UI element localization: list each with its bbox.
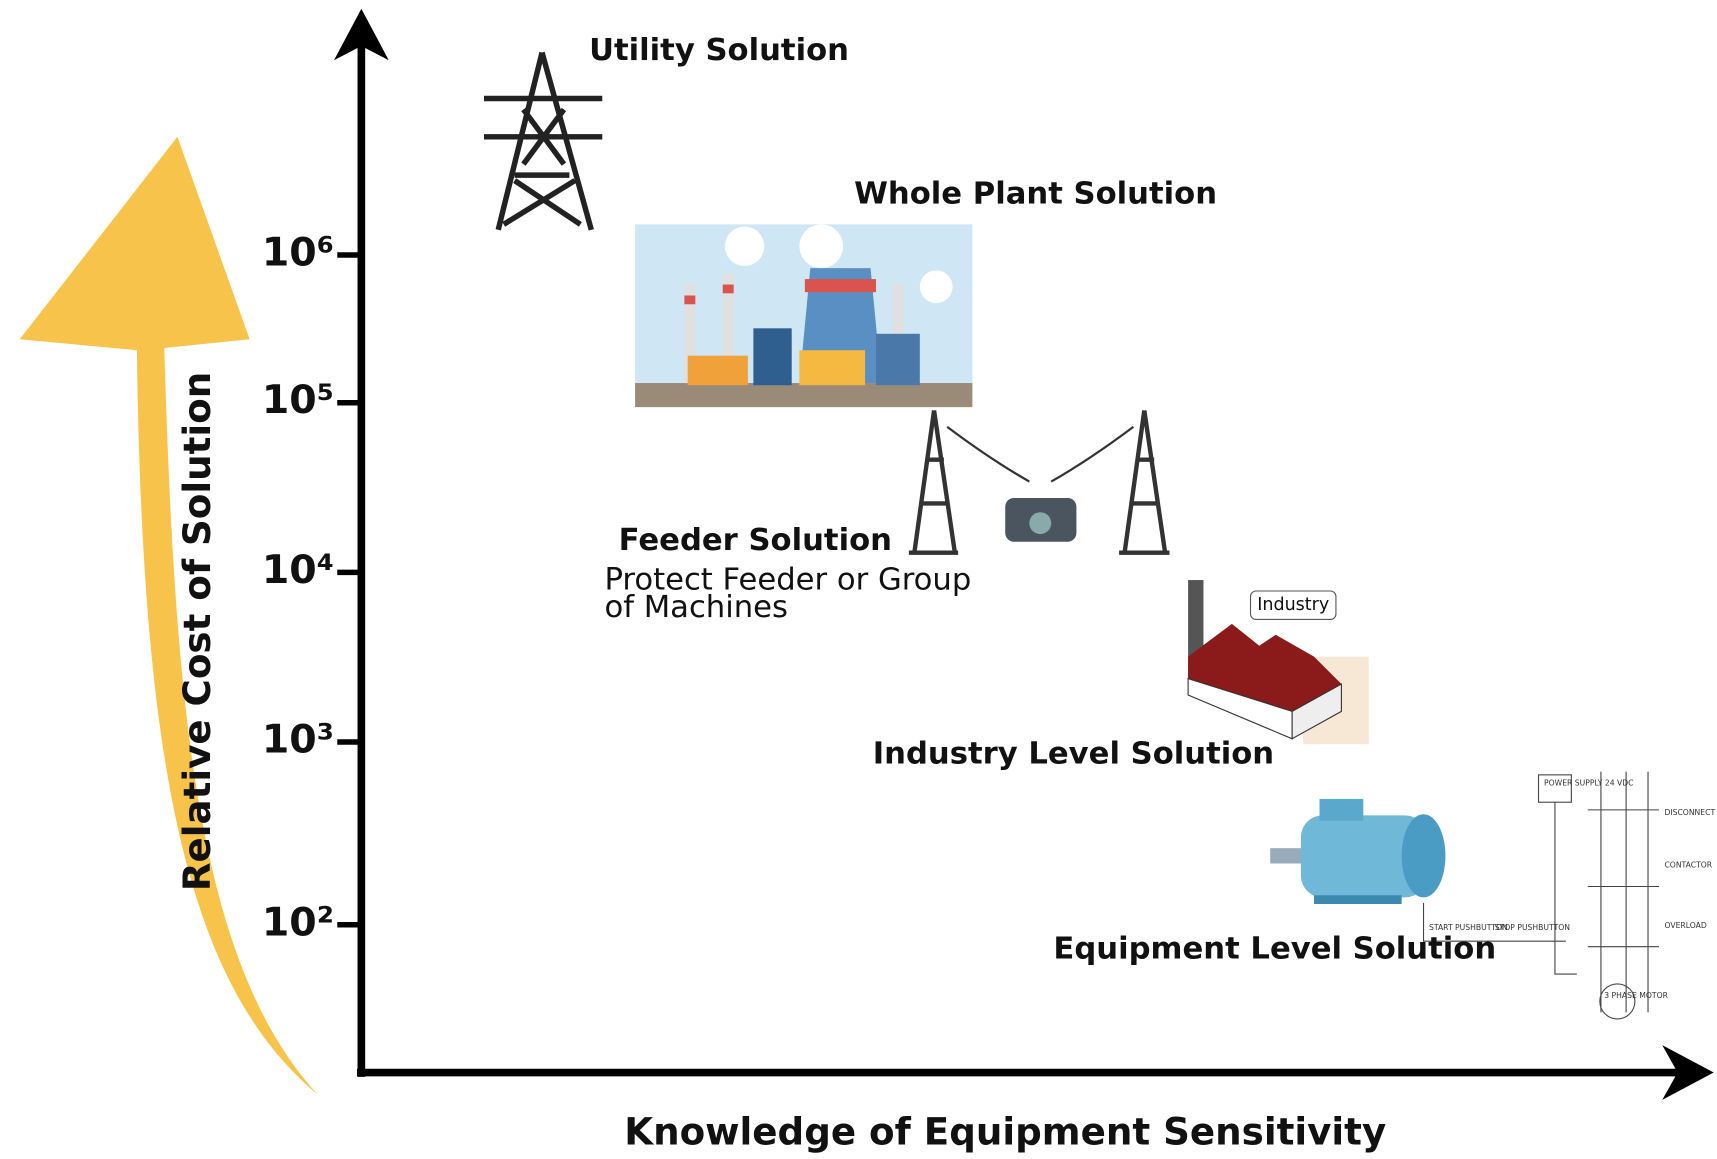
level-title: Whole Plant Solution: [854, 176, 1217, 211]
plant-image: [635, 224, 973, 408]
y-arrowhead: [333, 8, 389, 61]
y-tick-label: 10⁴: [262, 547, 334, 593]
cost-arrow: [19, 136, 318, 1095]
level-title: Feeder Solution: [619, 523, 892, 558]
level-title: Utility Solution: [589, 33, 849, 68]
level-description: Protect Feeder or Group: [604, 563, 971, 598]
circuit-label: DISCONNECT: [1664, 808, 1715, 817]
y-tick-label: 10⁵: [262, 377, 334, 423]
x-arrowhead: [1662, 1045, 1714, 1100]
factory-sign: Industry: [1257, 595, 1329, 615]
y-tick-label: 10²: [262, 899, 334, 945]
y-tick-label: 10³: [262, 717, 334, 763]
feeder-towers: [908, 410, 1170, 555]
circuit-label: OVERLOAD: [1664, 921, 1706, 930]
transformer-fan: [1029, 512, 1052, 535]
y-ticks: [337, 252, 362, 928]
circuit: [1422, 771, 1659, 1020]
circuit-label: STOP PUSHBUTTON: [1495, 923, 1570, 932]
y-tick-label: 10⁶: [262, 230, 334, 276]
level-title: Industry Level Solution: [873, 737, 1274, 772]
motor: [1270, 798, 1446, 904]
level-description: of Machines: [604, 590, 788, 625]
x-axis-label: Knowledge of Equipment Sensitivity: [624, 1109, 1386, 1153]
circuit-label: CONTACTOR: [1664, 861, 1712, 870]
axes: [356, 43, 1681, 1077]
circuit-label: 3 PHASE MOTOR: [1604, 991, 1668, 1000]
y-axis-label: Relative Cost of Solution: [175, 372, 219, 891]
utility-tower: [484, 51, 603, 231]
circuit-label: START PUSHBUTTON: [1429, 923, 1508, 932]
level-title: Equipment Level Solution: [1053, 931, 1496, 966]
circuit-label: POWER SUPPLY 24 VDC: [1544, 779, 1634, 788]
factory: [1187, 580, 1369, 745]
